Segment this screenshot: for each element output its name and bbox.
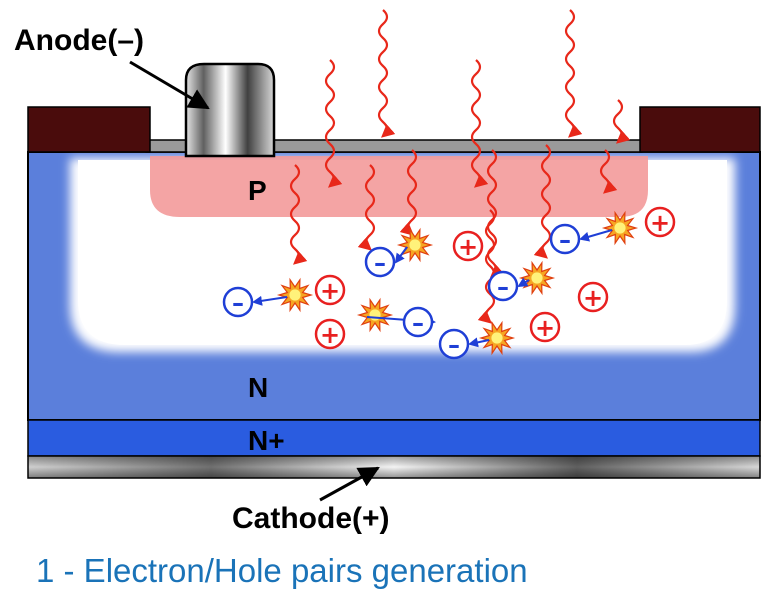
nplus-region-label: N+: [248, 425, 285, 456]
svg-text:–: –: [448, 331, 460, 359]
svg-text:+: +: [650, 209, 670, 237]
svg-text:–: –: [497, 273, 509, 301]
svg-text:–: –: [412, 309, 424, 337]
left-contact-pad: [27, 106, 151, 153]
anode-label: Anode(–): [14, 24, 144, 57]
absorption-burst: [276, 277, 314, 313]
photon-arrow: [377, 9, 396, 138]
svg-text:+: +: [535, 314, 555, 342]
svg-text:+: +: [320, 277, 340, 305]
hole-carrier: +: [314, 318, 346, 350]
caption: 1 - Electron/Hole pairs generation: [36, 552, 528, 589]
hole-carrier: +: [452, 230, 484, 262]
hole-carrier: +: [577, 281, 609, 313]
hole-carrier: +: [529, 311, 561, 343]
photon-arrow: [324, 59, 343, 188]
svg-text:–: –: [374, 249, 386, 277]
absorption-burst: [396, 227, 434, 263]
absorption-burst: [601, 210, 639, 246]
photon-group: [289, 9, 631, 324]
svg-text:+: +: [458, 233, 478, 261]
carrier-group: –+– +–+– +–+–+: [222, 206, 676, 360]
photon-arrow: [470, 59, 489, 188]
photon-arrow: [612, 99, 631, 144]
photon-arrow: [477, 209, 496, 324]
electron-carrier: –: [438, 328, 470, 360]
svg-text:–: –: [559, 226, 571, 254]
photon-arrow: [533, 144, 552, 259]
svg-text:+: +: [583, 284, 603, 312]
electron-carrier: –: [487, 270, 519, 302]
photon-arrow: [399, 149, 418, 236]
photon-arrow: [564, 9, 583, 138]
electron-carrier: –: [549, 223, 581, 255]
anode-pointer: [129, 60, 210, 110]
electron-drift-arrow: [394, 246, 408, 264]
electron-carrier: –: [402, 306, 434, 338]
svg-text:+: +: [320, 321, 340, 349]
cathode-label: Cathode(+): [232, 502, 390, 535]
anode-metal: [184, 62, 276, 158]
electron-drift-arrow: [252, 295, 288, 306]
n-region-label: N: [248, 372, 268, 403]
hole-carrier: +: [644, 206, 676, 238]
hole-carrier: +: [314, 274, 346, 306]
photon-arrow: [357, 164, 376, 251]
nplus-region: [27, 419, 761, 457]
photon-arrow: [599, 149, 618, 194]
p-region-label: P: [248, 175, 267, 206]
svg-text:–: –: [232, 289, 244, 317]
photon-arrow: [289, 164, 308, 265]
electron-drift-arrow: [579, 229, 613, 242]
p-region: [150, 156, 648, 217]
right-contact-pad: [639, 106, 761, 153]
electron-carrier: –: [222, 286, 254, 318]
absorption-burst: [478, 320, 516, 356]
cathode-pointer: [319, 466, 380, 502]
electron-drift-arrow: [468, 337, 490, 348]
electron-drift-arrow: [517, 277, 530, 288]
electron-carrier: –: [364, 246, 396, 278]
